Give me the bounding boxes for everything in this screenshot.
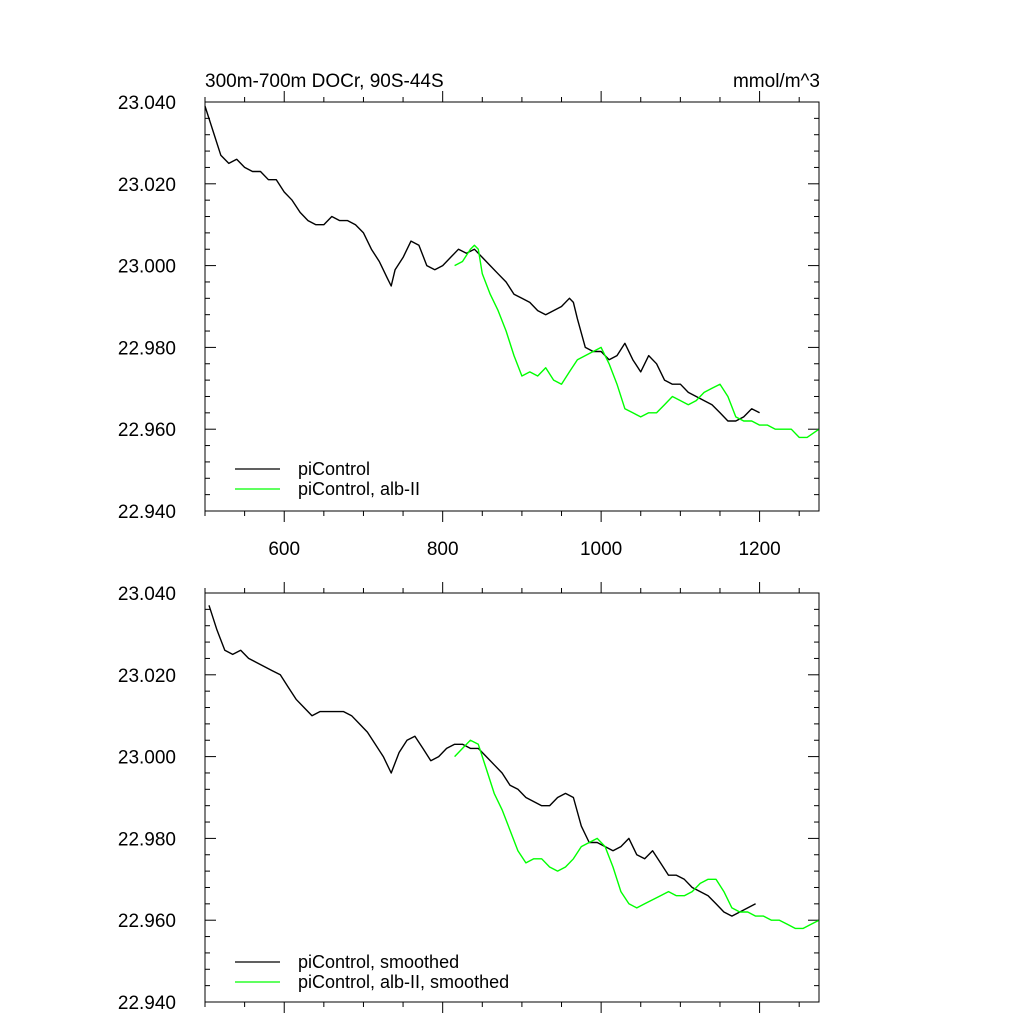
y-tick-label: 22.960	[118, 420, 176, 441]
y-tick-label: 23.020	[118, 666, 176, 687]
y-tick-label: 22.940	[118, 993, 176, 1014]
bottom-panel: 22.940 22.960 22.980 23.000 23.020 23.040 piC…	[118, 582, 820, 1014]
y-tick-label: 23.020	[118, 175, 176, 196]
x-axis	[204, 582, 800, 1013]
legend-label-picontrol: piControl	[298, 459, 370, 479]
top-panel: 300m-700m DOCr, 90S-44S mmol/m^3 22.9402…	[118, 71, 820, 560]
x-tick-label: 800	[427, 539, 459, 560]
y-axis: 22.940 22.960 22.980 23.000 23.020 23.040	[118, 584, 819, 1014]
legend-label-picontrol-smoothed: piControl, smoothed	[298, 952, 459, 972]
y-axis: 22.940 22.960 22.980 23.000 23.020 23.040	[118, 93, 819, 523]
units-label: mmol/m^3	[733, 71, 820, 92]
series-line-picontrol-alb-ii	[454, 244, 820, 439]
x-tick-label: 1000	[580, 539, 622, 560]
x-tick-label: 1200	[738, 539, 780, 560]
series-line-picontrol	[204, 105, 760, 422]
plot-lines	[208, 605, 820, 930]
series-line-picontrol-alb-ii-smoothed	[454, 739, 820, 930]
y-tick-label: 23.000	[118, 748, 176, 769]
y-tick-label: 23.040	[118, 584, 176, 605]
plot-frame	[204, 592, 820, 1003]
legend-label-alb-ii: piControl, alb-II	[298, 479, 420, 499]
series-line-picontrol-smoothed	[208, 605, 756, 917]
legend: piControl, smoothed piControl, alb-II, s…	[235, 952, 509, 992]
legend: piControl piControl, alb-II	[235, 459, 420, 499]
plot-frame	[204, 101, 820, 512]
y-tick-label: 22.940	[118, 502, 176, 523]
y-tick-label: 22.980	[118, 829, 176, 850]
x-tick-label: 600	[268, 539, 300, 560]
y-tick-label: 22.960	[118, 911, 176, 932]
y-tick-label: 23.040	[118, 93, 176, 114]
legend-label-alb-ii-smoothed: piControl, alb-II, smoothed	[298, 972, 509, 992]
y-tick-label: 23.000	[118, 257, 176, 278]
plot-lines	[204, 105, 820, 439]
plot-title: 300m-700m DOCr, 90S-44S	[205, 71, 444, 92]
x-axis: 600 800 1000 1200	[204, 91, 800, 560]
y-tick-label: 22.980	[118, 338, 176, 359]
